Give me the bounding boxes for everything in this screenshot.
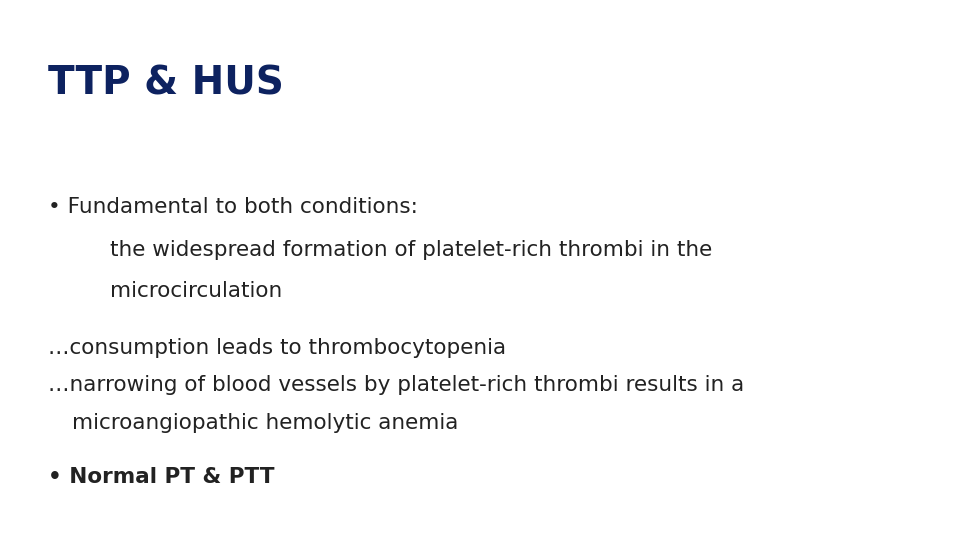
Text: TTP & HUS: TTP & HUS	[48, 65, 284, 103]
Text: the widespread formation of platelet-rich thrombi in the: the widespread formation of platelet-ric…	[110, 240, 712, 260]
Text: microcirculation: microcirculation	[110, 281, 282, 301]
Text: …narrowing of blood vessels by platelet-rich thrombi results in a: …narrowing of blood vessels by platelet-…	[48, 375, 744, 395]
Text: • Normal PT & PTT: • Normal PT & PTT	[48, 467, 275, 487]
Text: microangiopathic hemolytic anemia: microangiopathic hemolytic anemia	[72, 413, 458, 433]
Text: • Fundamental to both conditions:: • Fundamental to both conditions:	[48, 197, 418, 217]
Text: …consumption leads to thrombocytopenia: …consumption leads to thrombocytopenia	[48, 338, 506, 357]
